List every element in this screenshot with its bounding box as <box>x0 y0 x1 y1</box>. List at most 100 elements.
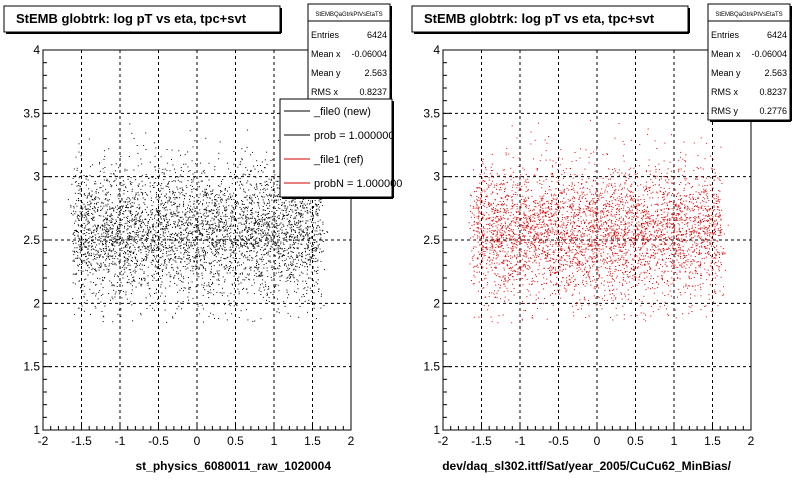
data-point <box>263 223 265 225</box>
data-point <box>126 207 128 208</box>
data-point <box>134 272 136 274</box>
data-point <box>472 260 474 262</box>
data-point <box>278 233 280 235</box>
data-point <box>115 178 117 180</box>
data-point <box>286 231 288 233</box>
data-point <box>154 230 156 232</box>
data-point <box>688 253 690 255</box>
data-point <box>89 229 91 231</box>
data-point <box>546 260 548 262</box>
data-point <box>161 281 163 283</box>
data-point <box>140 312 142 314</box>
data-point <box>258 274 260 276</box>
data-point <box>218 248 220 250</box>
data-point <box>536 212 538 214</box>
data-point <box>249 197 251 199</box>
data-point <box>296 237 298 239</box>
data-point <box>257 243 259 245</box>
data-point <box>209 263 211 265</box>
data-point <box>185 212 187 214</box>
data-point <box>187 233 189 235</box>
data-point <box>176 284 178 286</box>
data-point <box>317 266 319 268</box>
data-point <box>150 262 152 264</box>
data-point <box>146 206 148 208</box>
data-point <box>291 209 293 211</box>
data-point <box>91 269 93 270</box>
data-point <box>177 222 179 224</box>
data-point <box>203 194 205 196</box>
data-point <box>301 259 302 261</box>
data-point <box>588 257 590 259</box>
data-point <box>234 242 236 244</box>
data-point <box>168 199 170 201</box>
data-point <box>239 163 241 165</box>
data-point <box>117 258 119 260</box>
data-point <box>221 190 223 192</box>
data-point <box>112 255 114 257</box>
data-point <box>176 206 178 208</box>
data-point <box>685 231 687 232</box>
data-point <box>195 268 197 270</box>
data-point <box>108 229 110 231</box>
data-point <box>157 249 159 251</box>
data-point <box>246 251 248 253</box>
data-point <box>242 184 244 186</box>
data-point <box>251 257 253 259</box>
data-point <box>226 208 228 210</box>
data-point <box>315 258 317 259</box>
data-point <box>274 235 276 237</box>
data-point <box>117 236 119 238</box>
data-point <box>80 270 82 272</box>
data-point <box>149 287 151 289</box>
data-point <box>182 276 184 278</box>
data-point <box>236 279 238 281</box>
data-point <box>125 205 127 207</box>
data-point <box>216 239 218 241</box>
data-point <box>273 190 274 191</box>
data-point <box>176 215 178 217</box>
data-point <box>317 220 319 222</box>
data-point <box>224 207 226 209</box>
data-point <box>158 211 160 213</box>
data-point <box>314 247 316 249</box>
data-point <box>105 252 106 254</box>
data-point <box>80 190 82 192</box>
data-point <box>174 203 176 205</box>
data-point <box>631 183 633 185</box>
data-point <box>282 213 284 215</box>
data-point <box>305 227 307 229</box>
data-point <box>633 279 635 281</box>
data-point <box>92 259 94 261</box>
data-point <box>182 266 184 267</box>
data-point <box>191 179 193 181</box>
data-point <box>190 270 192 272</box>
data-point <box>279 236 281 238</box>
data-point <box>259 275 261 277</box>
data-point <box>487 259 489 261</box>
data-point <box>218 253 220 255</box>
data-point <box>308 277 309 279</box>
data-point <box>214 196 216 198</box>
data-point <box>234 260 236 262</box>
data-point <box>257 230 259 232</box>
data-point <box>179 242 181 244</box>
data-point <box>174 202 176 204</box>
data-point <box>131 304 133 306</box>
legend-entry-label: probN = 1.000000 <box>314 178 402 190</box>
data-point <box>93 242 95 244</box>
data-point <box>579 302 581 304</box>
data-point <box>277 248 279 250</box>
data-point <box>216 251 218 253</box>
data-point <box>218 203 220 205</box>
data-point <box>651 215 653 216</box>
data-point <box>603 204 605 206</box>
data-point <box>131 188 133 190</box>
data-point <box>528 266 530 268</box>
data-point <box>135 232 137 234</box>
data-point <box>177 176 179 178</box>
data-point <box>308 240 310 242</box>
data-point <box>143 277 145 279</box>
data-point <box>486 224 488 225</box>
data-point <box>99 290 101 292</box>
